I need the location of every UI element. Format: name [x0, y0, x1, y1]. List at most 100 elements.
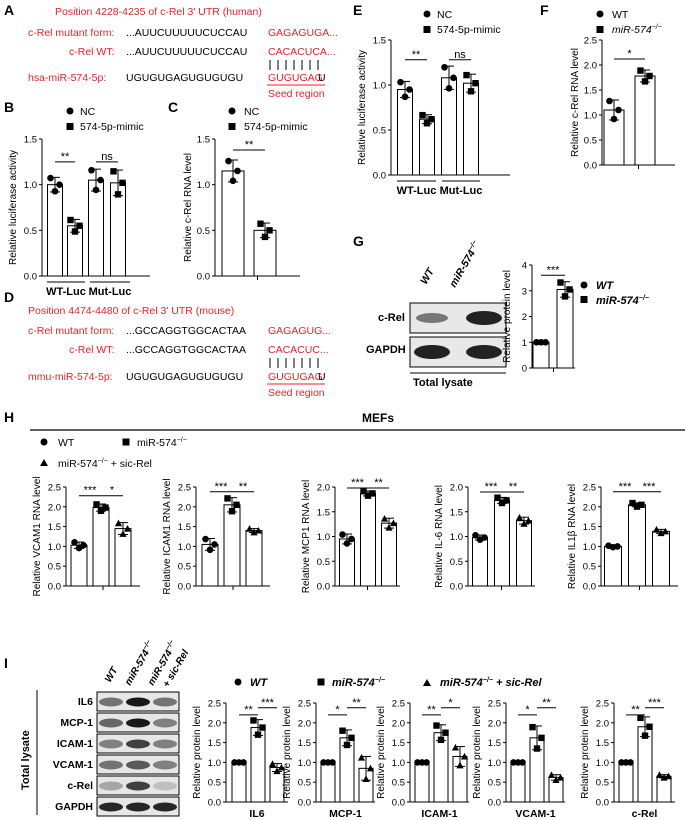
chart-B-data-point	[76, 222, 83, 229]
legend-f-wt: WT	[612, 9, 629, 21]
blot-i-lane-rescue-sup: −/−	[165, 639, 176, 651]
chart-C-sig-label: **	[245, 139, 254, 151]
blot-i-band	[126, 718, 150, 728]
blot-g-crel-band-wt	[416, 313, 448, 323]
chart-H3-tick-label: 0.5	[317, 557, 330, 568]
chart-F-data-point	[615, 106, 622, 114]
chart-I1-data-point	[254, 731, 262, 738]
legend-g-ko: miR-574−/−	[596, 295, 649, 307]
chart-E-data-point	[406, 86, 413, 93]
chart-H5-data-point	[633, 503, 641, 510]
chart-I2-tick-label: 1.5	[298, 738, 311, 749]
panel-letter-a: A	[4, 2, 14, 18]
chart-I1-sig-label: ***	[261, 697, 275, 709]
chart-I1-tick-label: 1.0	[208, 758, 221, 769]
chart-E-data-point	[450, 74, 457, 82]
chart-B-data-point	[67, 216, 74, 224]
chart-E-data-point	[467, 88, 475, 95]
chart-I2-tick-label: 1.0	[298, 758, 311, 769]
chart-F-data-point	[641, 78, 649, 85]
chart-I3-data-point	[433, 722, 440, 729]
legend-f: WT miR-574−/−	[596, 9, 662, 36]
chart-i2: 0.0 0.5 1.0 1.5 2.0 2.5 Relative protein level…	[282, 697, 375, 820]
chart-I3-bar	[414, 761, 430, 803]
chart-G-bar	[556, 288, 574, 369]
legend-i-rescue-sup: −/−	[483, 677, 493, 684]
chart-H4-data-point	[472, 531, 479, 539]
blot-i-band	[153, 760, 177, 770]
panel-letter-b: B	[4, 99, 14, 115]
chart-H1-data-point	[97, 507, 105, 514]
chart-H3-sig-label: **	[374, 477, 383, 489]
chart-H2-sig-label: **	[239, 481, 248, 493]
charts-layer: 0.0 0.5 1.0 1.5 Relative luciferase activity…	[8, 36, 678, 820]
blot-i-row: GAPDH	[55, 796, 180, 817]
chart-H1-data-point	[71, 539, 78, 546]
blot-i-row: IL6	[78, 691, 180, 712]
chart-I3-data-point	[460, 752, 469, 760]
chart-B-data-point	[92, 186, 100, 194]
chart-I1-data-point	[250, 717, 257, 724]
blot-i-band	[126, 739, 150, 749]
chart-H5-tick-label: 0.5	[583, 562, 596, 573]
panel-a-mir-label: hsa-miR-574-5p:	[28, 72, 106, 84]
chart-H5-data-point	[661, 527, 670, 535]
legend-c-mimic-marker	[228, 123, 236, 130]
legend-h-ko-text: miR-574	[137, 437, 177, 449]
chart-E-sig-label: ns	[454, 49, 466, 61]
chart-H3-bar	[381, 522, 397, 587]
chart-H2-data-point	[228, 508, 236, 515]
legend-h-rescue-text: miR-574	[58, 458, 98, 470]
blot-i-band	[153, 739, 177, 749]
chart-H2-tick-label: 1.0	[178, 542, 191, 553]
chart-I5-tick-label: 1.0	[596, 758, 609, 769]
chart-C-data-point	[257, 220, 264, 227]
chart-H3-data-point	[348, 535, 355, 543]
chart-H4-sig-label: **	[509, 481, 518, 493]
blot-g-gapdh-band-ko	[466, 345, 502, 359]
blot-i-row: c-Rel	[67, 775, 180, 796]
chart-I4-data-point	[552, 776, 560, 783]
chart-I1-tick-label: 0.0	[208, 798, 221, 809]
chart-I1-data-point	[268, 760, 277, 767]
chart-H1-data-point	[123, 524, 132, 532]
blot-i-row-label: IL6	[78, 696, 93, 708]
blot-i-band	[126, 760, 150, 770]
blot-i-band	[99, 760, 123, 770]
chart-B-tick-label: 0.0	[24, 272, 37, 283]
panel-d-title: Position 4474-4480 of c-Rel 3' UTR (mous…	[28, 305, 234, 317]
chart-H5-tick-label: 0.0	[583, 582, 596, 593]
chart-b: 0.0 0.5 1.0 1.5 Relative luciferase activity…	[8, 135, 150, 298]
chart-I1-data-point	[277, 763, 286, 771]
chart-I5-data-point	[627, 759, 634, 766]
chart-G-data-point	[566, 286, 573, 293]
chart-I4-data-point	[547, 771, 556, 778]
chart-H1-data-point	[80, 541, 87, 549]
blot-i-band	[126, 802, 150, 812]
chart-H3-data-point	[389, 519, 398, 527]
chart-E-bar	[463, 82, 479, 176]
panel-d-mir-label: mmu-miR-574-5p:	[28, 371, 113, 383]
chart-I2-bar	[320, 761, 336, 803]
chart-I5-tick-label: 1.5	[596, 738, 609, 749]
panel-a-mir-seq: UGUGUGAGUGUGUGU	[126, 72, 243, 84]
chart-I4-tick-label: 0.5	[488, 778, 501, 789]
chart-I3-tick-label: 1.0	[392, 758, 405, 769]
chart-I3-tick-label: 0.5	[392, 778, 405, 789]
chart-H5-tick-label: 1.0	[583, 542, 596, 553]
chart-H1-bar	[92, 507, 110, 587]
chart-I3-tick-label: 0.0	[392, 798, 405, 809]
legend-h-wt-marker	[40, 438, 48, 446]
chart-I3-data-point	[437, 736, 445, 744]
legend-b: NC 574-5p-mimic	[66, 106, 144, 133]
panel-a-mir-seed: GUGUGAG	[268, 72, 323, 84]
chart-G-data-point	[557, 279, 564, 286]
chart-I5-data-point	[641, 732, 649, 739]
blot-g-crel-band-ko	[466, 311, 502, 325]
chart-B-sig-label: **	[61, 151, 70, 163]
chart-I1-bar	[231, 761, 247, 803]
chart-H5-bar	[628, 504, 646, 587]
chart-I4-tick-label: 2.0	[488, 718, 501, 729]
chart-H2-bar	[245, 530, 263, 587]
chart-C-tick-label: 0.0	[197, 272, 210, 283]
